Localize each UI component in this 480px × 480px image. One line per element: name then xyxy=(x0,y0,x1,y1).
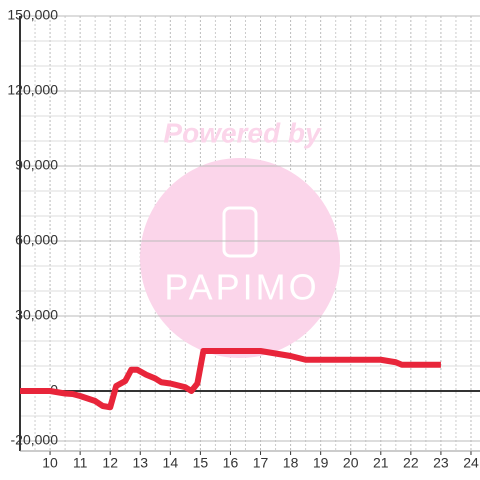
x-tick-label: 23 xyxy=(433,455,449,471)
x-tick-label: 22 xyxy=(403,455,419,471)
x-tick-label: 15 xyxy=(193,455,209,471)
x-tick-label: 20 xyxy=(343,455,359,471)
x-tick-label: 19 xyxy=(313,455,329,471)
watermark: Powered by PAPIMO xyxy=(140,117,340,358)
x-tick-label: 12 xyxy=(102,455,118,471)
y-tick-label: -20,000 xyxy=(11,432,59,448)
watermark-logo: PAPIMO xyxy=(164,267,319,308)
y-tick-label: 30,000 xyxy=(15,307,58,323)
x-tick-label: 16 xyxy=(223,455,239,471)
watermark-text: Powered by xyxy=(163,117,322,148)
x-tick-label: 18 xyxy=(283,455,299,471)
x-tick-label: 10 xyxy=(42,455,58,471)
x-tick-label: 11 xyxy=(73,455,88,471)
x-tick-label: 13 xyxy=(132,455,148,471)
x-tick-label: 14 xyxy=(163,455,179,471)
watermark-circle xyxy=(140,158,340,358)
x-tick-label: 17 xyxy=(253,455,269,471)
y-tick-label: 60,000 xyxy=(15,232,58,248)
phone-icon xyxy=(222,206,258,258)
y-tick-label: 120,000 xyxy=(7,82,58,98)
x-tick-label: 21 xyxy=(373,455,389,471)
y-tick-label: 90,000 xyxy=(15,157,58,173)
x-tick-label: 24 xyxy=(463,455,479,471)
line-series xyxy=(20,348,441,411)
y-tick-label: 150,000 xyxy=(7,7,58,23)
